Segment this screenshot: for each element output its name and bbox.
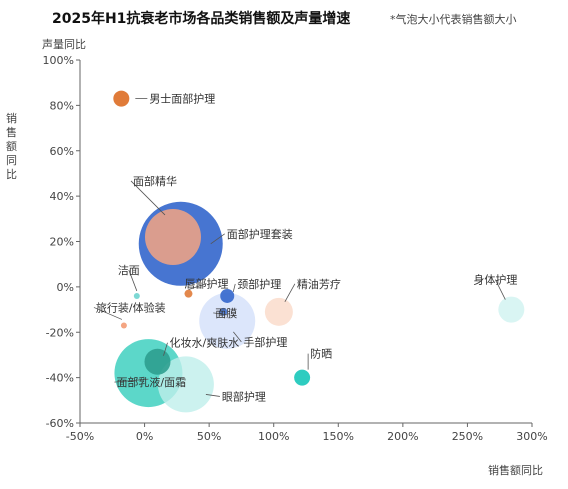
leader-line <box>128 269 138 292</box>
leader-line <box>114 378 149 383</box>
chart-note: *气泡大小代表销售额大小 <box>390 13 517 26</box>
leader-line <box>232 283 236 293</box>
leader-line <box>210 233 225 245</box>
bubble <box>144 208 201 265</box>
bubble-label: 手部护理 <box>243 335 287 349</box>
leader-line <box>93 307 123 320</box>
bubble <box>120 322 127 329</box>
leader-line <box>205 394 220 397</box>
leader-line <box>233 331 242 343</box>
y-tick-label: 60% <box>50 145 74 158</box>
side-axis-label: 销售额同比 <box>6 112 17 181</box>
x-tick-label: 100% <box>258 430 289 443</box>
bubble-label: 化妆水/爽肤水 <box>169 336 239 350</box>
bubble-label: 眼部护理 <box>222 389 266 403</box>
bubble <box>264 297 293 326</box>
bubble-label: 身体护理 <box>473 273 517 287</box>
y-tick-label: -60% <box>46 417 74 430</box>
bubble <box>294 369 311 386</box>
x-axis-label: 销售额同比 <box>488 464 543 477</box>
chart-title: 2025年H1抗衰老市场各品类销售额及声量增速 <box>52 11 351 27</box>
x-tick-label: 50% <box>197 430 221 443</box>
bubble <box>113 90 130 107</box>
leader-line <box>213 312 228 316</box>
bubble <box>220 288 235 303</box>
bubble-label: 防晒 <box>310 347 332 361</box>
bubble <box>498 296 525 323</box>
bubble <box>184 289 193 298</box>
leader-line <box>188 283 207 291</box>
bubble-label: 颈部护理 <box>237 277 281 291</box>
x-tick-label: 150% <box>323 430 354 443</box>
bubble-label: 唇部护理 <box>184 277 228 291</box>
bubble-label: 面部精华 <box>133 174 177 188</box>
y-tick-label: 0% <box>57 281 74 294</box>
leader-line <box>494 279 506 300</box>
leader-line <box>130 180 166 216</box>
y-tick-label: 80% <box>50 99 74 112</box>
bubble-label: 面膜 <box>215 307 237 320</box>
bubble-label: 面部护理套装 <box>227 227 293 241</box>
bubble <box>157 356 214 413</box>
bubble <box>199 292 256 349</box>
x-tick-label: 200% <box>387 430 418 443</box>
x-tick-label: -50% <box>66 430 94 443</box>
bubble-label: 洁面 <box>118 264 140 277</box>
bubble-label: 旅行装/体验装 <box>96 300 166 314</box>
leader-line <box>163 342 168 356</box>
y-tick-label: 40% <box>50 190 74 203</box>
bubble-label: 男士面部护理 <box>149 92 215 106</box>
y-tick-label: 100% <box>43 54 74 67</box>
x-tick-label: 300% <box>516 430 547 443</box>
x-tick-label: 250% <box>452 430 483 443</box>
y-tick-label: -40% <box>46 372 74 385</box>
leader-line <box>284 283 296 303</box>
y-tick-label: 20% <box>50 236 74 249</box>
bubble-label: 面部乳液/面霜 <box>116 375 186 389</box>
bubble-label: 精油芳疗 <box>297 277 341 291</box>
y-axis-label: 声量同比 <box>42 38 86 51</box>
bubble <box>144 348 171 375</box>
y-tick-label: -20% <box>46 326 74 339</box>
bubble <box>133 292 140 299</box>
x-tick-label: 0% <box>136 430 153 443</box>
